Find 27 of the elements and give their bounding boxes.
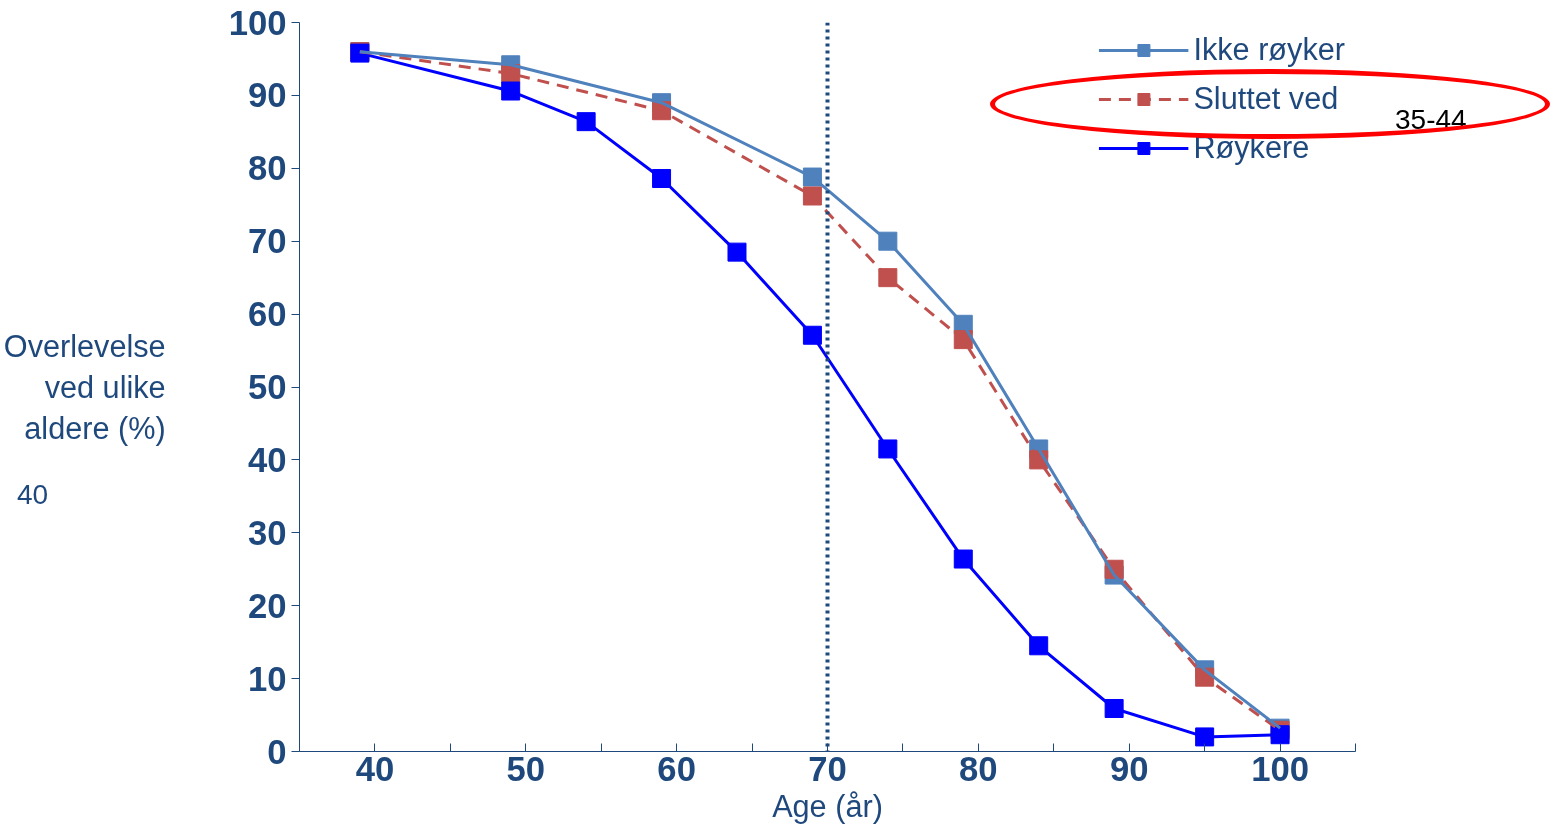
y-tick-label: 40 [247, 440, 287, 479]
x-tick-label: 70 [808, 749, 847, 788]
point [802, 186, 822, 206]
text: 40 [17, 478, 49, 512]
y-tick-label: 10 [247, 659, 287, 698]
x-tick-label: 80 [959, 749, 998, 788]
y-tick-label: 20 [247, 586, 287, 625]
point [1270, 725, 1290, 745]
legend-label: Ikke røyker [1193, 32, 1345, 67]
x-axis-title: Age (år) [772, 788, 883, 824]
x-tick-label: 90 [1109, 749, 1149, 788]
y-tick-label: 100 [228, 3, 287, 42]
y-tick-label: 60 [247, 295, 287, 334]
legend-label: Sluttet ved [1193, 81, 1339, 116]
y-tick-label: 50 [247, 368, 287, 406]
y-tick-label: 70 [247, 222, 287, 261]
x-tick-label: 50 [506, 749, 546, 788]
legend-label: Røykere [1193, 130, 1310, 165]
text: 35-44 [1395, 103, 1467, 137]
y-axis-title: Overlevelse ved ulike aldere (%) [3, 329, 166, 446]
x-tick-label: 60 [657, 749, 696, 788]
y-tick-label: 30 [247, 513, 287, 552]
y-tick-label: 0 [267, 732, 287, 771]
y-tick-label: 90 [247, 76, 287, 115]
x-tick-label: 100 [1251, 749, 1309, 788]
y-tick-label: 80 [247, 149, 287, 188]
x-tick-label: 40 [355, 749, 395, 788]
